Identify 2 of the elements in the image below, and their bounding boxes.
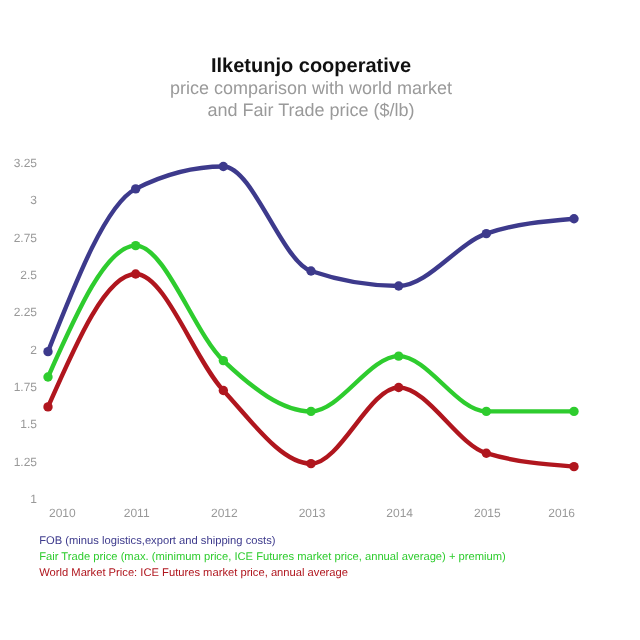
chart-title: Ilketunjo cooperative: [210, 56, 412, 78]
chart-subtitle: price comparison with world market and Fair Trade price ($/lb): [169, 78, 454, 120]
